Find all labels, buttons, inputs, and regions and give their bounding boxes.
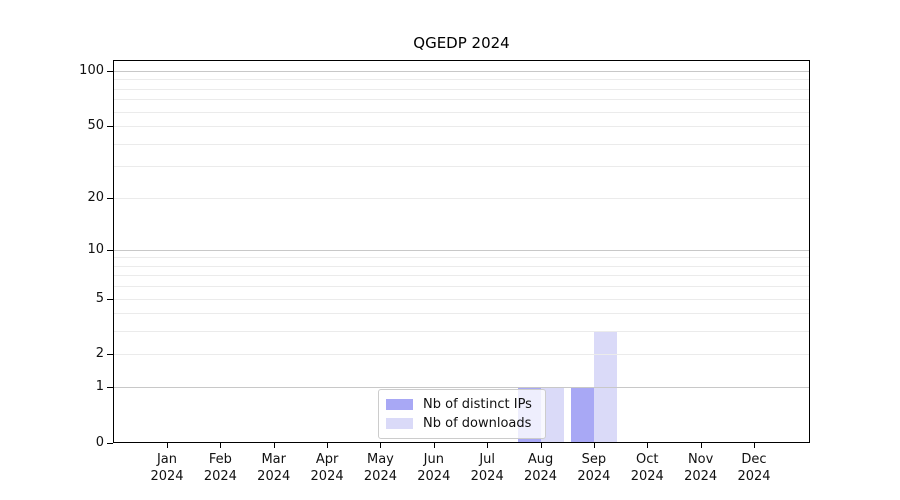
- gridline-minor: [113, 257, 810, 259]
- bar-nb-of-downloads: [593, 331, 617, 443]
- gridline-minor: [113, 197, 810, 199]
- x-axis-tick: [647, 443, 649, 448]
- gridline-minor: [113, 126, 810, 128]
- plot-area: [113, 60, 810, 443]
- x-axis-tick: [540, 443, 542, 448]
- y-axis-tick: [107, 298, 113, 300]
- legend-swatch-downloads: [386, 418, 413, 429]
- x-axis-tick-label: Oct 2024: [630, 452, 664, 484]
- y-axis-tick: [107, 354, 113, 356]
- legend: Nb of distinct IPs Nb of downloads: [378, 389, 546, 439]
- gridline-minor: [113, 354, 810, 356]
- y-axis-tick: [107, 249, 113, 251]
- bar-nb-of-downloads: [540, 387, 564, 443]
- chart-title: QGEDP 2024: [413, 34, 510, 52]
- y-axis-tick-label: 50: [87, 118, 104, 134]
- x-axis-tick-label: Apr 2024: [310, 452, 344, 484]
- x-axis-tick: [754, 443, 755, 448]
- y-axis-tick-label: 5: [95, 290, 104, 306]
- x-axis-tick-label: Feb 2024: [203, 452, 237, 484]
- gridline-minor: [113, 265, 810, 267]
- y-axis-tick-label: 1: [95, 379, 104, 395]
- gridline-major: [113, 387, 810, 389]
- legend-swatch-distinct-ips: [386, 399, 413, 410]
- y-axis-tick: [107, 443, 113, 444]
- x-axis-tick-label: Jul 2024: [470, 452, 504, 484]
- legend-item-downloads: Nb of downloads: [386, 416, 545, 431]
- bar-nb-of-distinct-ips: [570, 387, 594, 443]
- x-axis-tick: [487, 443, 489, 448]
- y-axis-tick-label: 20: [87, 189, 104, 205]
- gridline-minor: [113, 111, 810, 113]
- x-axis-tick: [220, 443, 222, 448]
- y-axis-tick-label: 2: [95, 346, 104, 362]
- x-axis-tick: [433, 443, 435, 448]
- y-axis-tick: [107, 197, 113, 199]
- x-axis-tick-label: Aug 2024: [523, 452, 558, 484]
- y-axis-tick: [107, 387, 113, 389]
- legend-label-distinct-ips: Nb of distinct IPs: [423, 397, 532, 412]
- x-axis-tick-label: Jan 2024: [150, 452, 184, 484]
- y-axis-tick: [107, 71, 113, 72]
- x-axis-tick-label: Mar 2024: [257, 452, 291, 484]
- gridline-minor: [113, 286, 810, 288]
- x-axis-tick: [327, 443, 329, 448]
- x-axis-tick: [167, 443, 168, 448]
- gridline-major: [113, 71, 810, 72]
- y-axis-tick-label: 10: [87, 241, 104, 257]
- y-axis-tick-label: 100: [79, 63, 104, 78]
- x-axis-tick-label: Jun 2024: [417, 452, 451, 484]
- x-axis-tick: [273, 443, 275, 448]
- gridline-minor: [113, 143, 810, 145]
- gridline-minor: [113, 79, 810, 81]
- legend-item-distinct-ips: Nb of distinct IPs: [386, 397, 545, 412]
- gridline-major: [113, 249, 810, 251]
- gridline-minor: [113, 88, 810, 90]
- gridline-minor: [113, 166, 810, 168]
- gridline-minor: [113, 275, 810, 277]
- gridline-minor: [113, 99, 810, 101]
- gridline-minor: [113, 331, 810, 333]
- x-axis-tick-label: May 2024: [363, 452, 397, 484]
- y-axis-tick-label: 0: [95, 435, 104, 450]
- x-axis-tick-label: Dec 2024: [737, 452, 771, 484]
- y-axis-tick: [107, 126, 113, 128]
- x-axis-tick: [700, 443, 702, 448]
- x-axis-tick: [593, 443, 595, 448]
- gridline-minor: [113, 298, 810, 300]
- x-axis-tick: [380, 443, 382, 448]
- gridline-minor: [113, 313, 810, 315]
- legend-label-downloads: Nb of downloads: [423, 416, 532, 431]
- x-axis-tick-label: Nov 2024: [684, 452, 718, 484]
- x-axis-tick-label: Sep 2024: [577, 452, 611, 484]
